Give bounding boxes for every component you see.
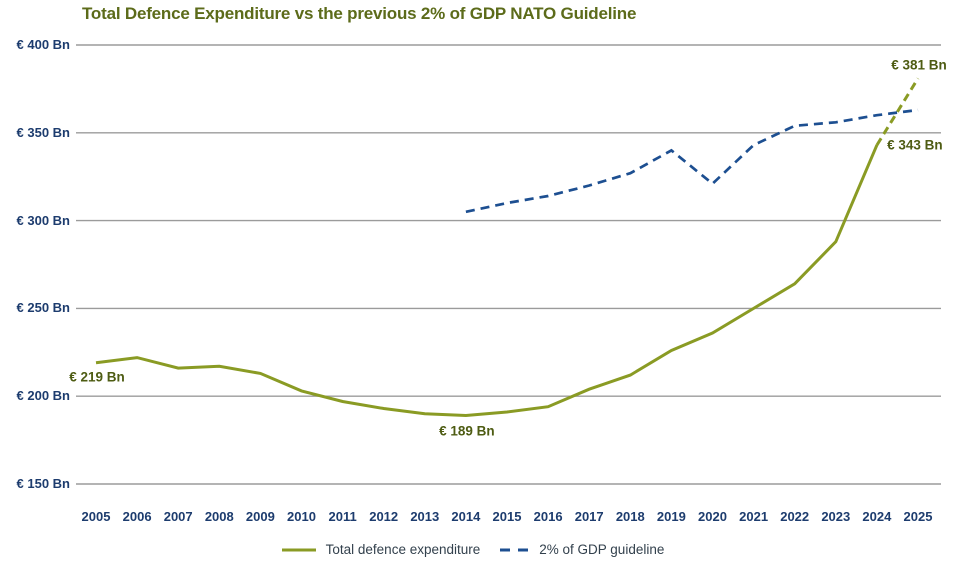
dashed-line-swatch-icon xyxy=(500,548,530,551)
y-axis-tick-label: € 300 Bn xyxy=(16,212,70,228)
x-axis-tick-label: 2025 xyxy=(903,509,933,524)
value-annotation: € 343 Bn xyxy=(887,137,943,153)
value-annotation: € 381 Bn xyxy=(891,57,947,73)
x-axis-tick-label: 2013 xyxy=(410,509,440,524)
x-axis-tick-label: 2020 xyxy=(698,509,727,524)
x-axis-tick-label: 2005 xyxy=(81,509,111,524)
x-axis-tick-label: 2024 xyxy=(862,509,892,524)
x-axis-tick-label: 2022 xyxy=(780,509,810,524)
x-axis-tick-label: 2012 xyxy=(369,509,399,524)
expenditure-line xyxy=(95,144,879,418)
x-axis-tick-label: 2015 xyxy=(492,509,522,524)
expenditure-line-projected xyxy=(875,77,920,146)
y-axis-tick-label: € 400 Bn xyxy=(16,37,70,52)
x-axis-tick-label: 2016 xyxy=(533,509,563,524)
y-axis-tick-label: € 250 Bn xyxy=(16,300,70,316)
x-axis-tick-label: 2018 xyxy=(615,509,645,524)
y-axis-tick-label: € 350 Bn xyxy=(16,124,70,140)
x-axis-tick-label: 2011 xyxy=(328,509,357,524)
x-axis-tick-label: 2006 xyxy=(122,509,152,524)
legend-item-gdp-guideline: 2% of GDP guideline xyxy=(500,542,664,557)
y-axis-tick-label: € 200 Bn xyxy=(16,388,70,404)
guideline-line xyxy=(465,108,919,214)
x-axis-tick-label: 2010 xyxy=(287,509,316,524)
x-axis-tick-label: 2014 xyxy=(451,509,481,524)
legend-label-gdp-guideline: 2% of GDP guideline xyxy=(539,542,665,557)
legend: Total defence expenditure 2% of GDP guid… xyxy=(0,542,946,557)
x-axis-tick-label: 2019 xyxy=(656,509,686,524)
chart-title: Total Defence Expenditure vs the previou… xyxy=(82,4,637,23)
legend-item-total-defence-expenditure: Total defence expenditure xyxy=(281,542,481,557)
x-axis-tick-label: 2021 xyxy=(739,509,769,524)
x-axis-tick-label: 2017 xyxy=(574,509,604,524)
value-annotation: € 189 Bn xyxy=(439,423,495,439)
legend-label-total-defence-expenditure: Total defence expenditure xyxy=(325,542,481,557)
solid-line-swatch-icon xyxy=(281,548,316,551)
x-axis-tick-label: 2009 xyxy=(245,509,275,524)
x-axis-tick-label: 2007 xyxy=(163,509,193,524)
value-annotation: € 219 Bn xyxy=(69,369,125,385)
y-axis-tick-label: € 150 Bn xyxy=(16,476,70,491)
x-axis-tick-label: 2023 xyxy=(821,509,851,524)
x-axis-tick-label: 2008 xyxy=(204,509,234,524)
